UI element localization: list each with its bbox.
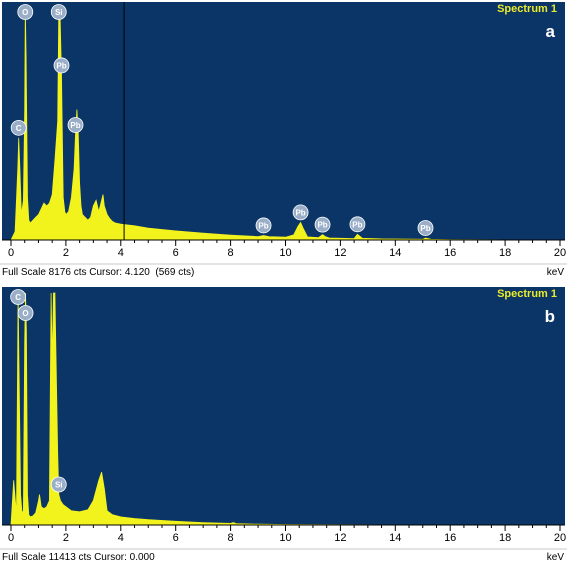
x-tick-label: 0: [8, 532, 14, 544]
x-tick-label: 2: [63, 247, 69, 259]
spectrum-plot-b: 0 2 4 6 8 10 12 14 16 18 20 CO Si: [0, 285, 567, 570]
element-label-text: Pb: [295, 208, 305, 217]
element-label-text: C: [16, 124, 22, 133]
unit-label: keV: [546, 552, 564, 563]
element-label: C: [10, 289, 27, 305]
element-label-marker: [292, 204, 309, 221]
element-label: C: [10, 119, 27, 136]
element-label: Pb: [255, 217, 272, 234]
element-label-marker: [349, 216, 366, 233]
x-tick-label: 4: [118, 532, 124, 544]
element-label: Pb: [417, 220, 434, 236]
x-tick-label: 18: [499, 532, 511, 544]
element-label-text: O: [22, 8, 28, 17]
x-tick-label: 8: [228, 532, 234, 544]
x-tick-label: 20: [554, 247, 566, 259]
spectrum-panel-b: 0 2 4 6 8 10 12 14 16 18 20 C O Si Spectrum 1 b Full …: [0, 285, 567, 570]
panel-letter: a: [545, 22, 555, 41]
x-tick-label: 10: [279, 532, 291, 544]
x-tick-label: 6: [173, 532, 179, 544]
element-label-marker: [50, 4, 67, 20]
spectrum-plot-a: 0 2 4 6 8 10 12 14 16 18 20 C O Si Pb Pb Pb Pb Pb Pb Pb: [0, 2, 567, 265]
element-label-marker: [50, 476, 67, 493]
element-label: O: [17, 4, 34, 20]
element-label-marker: [53, 57, 70, 74]
element-label-text: O: [22, 309, 28, 318]
element-label: Si: [50, 4, 67, 20]
element-label-marker: [10, 289, 27, 305]
element-label-marker: [314, 216, 331, 233]
element-label-text: Pb: [258, 221, 268, 230]
element-label-marker: [17, 305, 34, 321]
element-label-text: Si: [55, 481, 63, 490]
spectrum-label: Spectrum 1: [497, 288, 557, 300]
x-tick-label: 10: [279, 247, 291, 259]
element-label: Pb: [292, 204, 309, 221]
element-label: Pb: [67, 117, 84, 133]
element-label: Pb: [53, 57, 70, 74]
x-tick-label: 12: [334, 247, 346, 259]
element-label-marker: [255, 217, 272, 234]
element-label-marker: [67, 117, 84, 133]
element-label-marker: [10, 119, 27, 136]
panel-letter: b: [544, 307, 555, 326]
element-label-text: Si: [55, 8, 63, 17]
element-label-marker: [17, 4, 34, 20]
x-tick-label: 18: [499, 247, 511, 259]
status-text: Full Scale 11413 cts Cursor: 0.000: [2, 552, 155, 563]
spectrum-panel-a: 0 2 4 6 8 10 12 14 16 18 20 C O Si Pb Pb Pb Pb Pb Pb Pb Spec…: [0, 2, 567, 278]
spectrum-label: Spectrum 1: [497, 3, 557, 15]
element-label-text: Pb: [56, 61, 66, 70]
element-label-text: Pb: [317, 221, 327, 230]
element-label-text: Pb: [70, 121, 80, 130]
plot-area: [2, 287, 565, 525]
x-tick-label: 6: [173, 247, 179, 259]
plot-area: [2, 2, 565, 240]
element-label-text: Pb: [420, 224, 430, 233]
x-tick-label: 4: [118, 247, 124, 259]
spectrum-series: [10, 7, 561, 241]
unit-label: keV: [546, 267, 564, 278]
x-tick-label: 16: [444, 532, 456, 544]
element-label: Si: [50, 476, 67, 493]
element-label: O: [17, 305, 34, 321]
element-label-text: C: [15, 293, 21, 302]
x-tick-label: 2: [63, 532, 69, 544]
status-text: Full Scale 8176 cts Cursor: 4.120 (569 c…: [2, 267, 195, 278]
element-label: Pb: [349, 216, 366, 233]
x-tick-label: 16: [444, 247, 456, 259]
x-tick-label: 12: [334, 532, 346, 544]
element-label: Pb: [314, 216, 331, 233]
x-tick-label: 0: [8, 247, 14, 259]
element-label-text: Pb: [352, 220, 362, 229]
spectrum-series: [10, 292, 561, 526]
element-label-marker: [417, 220, 434, 236]
x-tick-label: 8: [228, 247, 234, 259]
x-tick-label: 14: [389, 247, 401, 259]
x-tick-label: 20: [554, 532, 566, 544]
x-tick-label: 14: [389, 532, 401, 544]
